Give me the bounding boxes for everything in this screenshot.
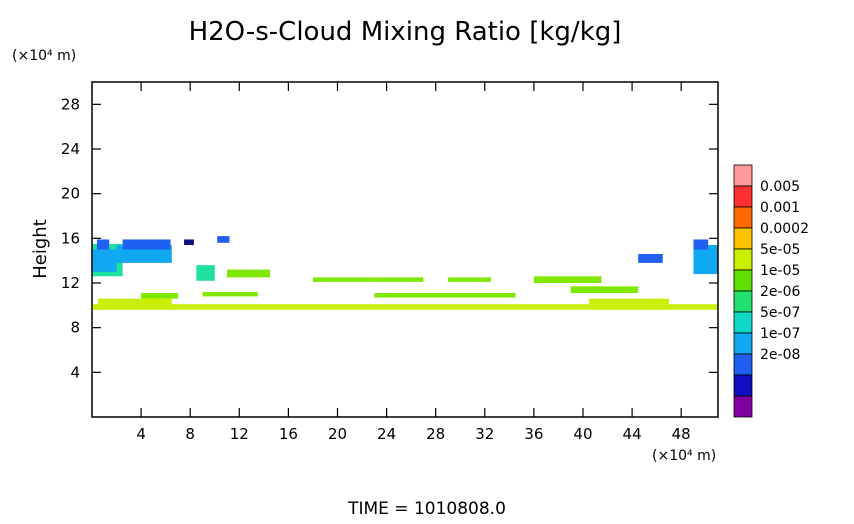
- legend-swatch-0: [733, 164, 753, 187]
- legend-swatch-8: [733, 332, 753, 355]
- cloud-region-10: [202, 291, 258, 297]
- x-tick-label-36: 36: [524, 425, 543, 443]
- color-legend: 0.005 0.001 0.0002 5e-05 1e-05 2e-06 5e-07 1e-0…: [733, 164, 809, 418]
- cloud-region-5: [184, 239, 194, 246]
- cloud-region-15: [570, 286, 639, 294]
- legend-label-5: 2e-06: [760, 284, 800, 300]
- legend-label-0: 0.005: [760, 179, 800, 195]
- x-tick-label-8: 8: [185, 425, 195, 443]
- x-tick-label-24: 24: [377, 425, 396, 443]
- cloud-region-17: [98, 298, 172, 306]
- cloud-region-4: [122, 239, 171, 250]
- cloud-region-16: [374, 293, 516, 298]
- y-tick-label-24: 24: [61, 140, 80, 158]
- legend-label-3: 5e-05: [760, 242, 800, 258]
- legend-swatch-7: [733, 311, 753, 334]
- cloud-region-9: [141, 293, 178, 299]
- x-tick-label-16: 16: [279, 425, 298, 443]
- x-tick-label-28: 28: [426, 425, 445, 443]
- legend-label-7: 1e-07: [760, 326, 800, 342]
- y-unit-label: (×10⁴ m): [12, 48, 76, 64]
- legend-swatch-10: [733, 374, 753, 397]
- legend-swatch-2: [733, 206, 753, 229]
- x-tick-label-48: 48: [672, 425, 691, 443]
- x-tick-label-4: 4: [136, 425, 146, 443]
- cloud-region-12: [368, 277, 424, 282]
- legend-label-1: 0.001: [760, 200, 800, 216]
- plot-area: [92, 236, 718, 310]
- plot-frame: [91, 81, 719, 418]
- y-tick-label-28: 28: [61, 95, 80, 113]
- y-tick-label-12: 12: [61, 274, 80, 292]
- cloud-region-2: [96, 239, 110, 250]
- legend-label-2: 0.0002: [760, 221, 809, 237]
- cloud-region-1: [92, 249, 117, 272]
- chart-title: H2O-s-Cloud Mixing Ratio [kg/kg]: [189, 17, 622, 47]
- legend-swatch-5: [733, 269, 753, 292]
- cloud-region-19: [589, 298, 669, 305]
- cloud-region-11: [312, 277, 369, 282]
- cloud-region-20: [638, 253, 663, 263]
- legend-swatch-11: [733, 395, 753, 418]
- x-tick-label-32: 32: [475, 425, 494, 443]
- y-tick-label-8: 8: [70, 319, 80, 337]
- cloud-region-7: [196, 265, 215, 281]
- cloud-region-18: [92, 304, 718, 310]
- cloud-region-21: [693, 245, 718, 275]
- legend-swatch-4: [733, 248, 753, 271]
- y-tick-label-16: 16: [61, 229, 80, 247]
- x-unit-label: (×10⁴ m): [652, 448, 716, 464]
- cloud-region-13: [447, 277, 491, 282]
- legend-swatch-6: [733, 290, 753, 313]
- time-label: TIME = 1010808.0: [347, 499, 506, 519]
- legend-swatch-1: [733, 185, 753, 208]
- y-axis-label: Height: [30, 219, 51, 279]
- x-tick-label-44: 44: [623, 425, 642, 443]
- legend-label-6: 5e-07: [760, 305, 800, 321]
- x-tick-label-12: 12: [230, 425, 249, 443]
- cloud-region-22: [693, 239, 709, 250]
- legend-swatch-9: [733, 353, 753, 376]
- cloud-region-14: [533, 276, 602, 283]
- legend-swatch-3: [733, 227, 753, 250]
- x-tick-label-40: 40: [573, 425, 592, 443]
- cloud-region-8: [227, 269, 270, 278]
- x-tick-label-20: 20: [328, 425, 347, 443]
- cloud-region-6: [217, 236, 230, 243]
- legend-label-4: 1e-05: [760, 263, 800, 279]
- y-tick-label-4: 4: [70, 363, 80, 381]
- y-tick-label-20: 20: [61, 185, 80, 203]
- legend-label-8: 2e-08: [760, 347, 800, 363]
